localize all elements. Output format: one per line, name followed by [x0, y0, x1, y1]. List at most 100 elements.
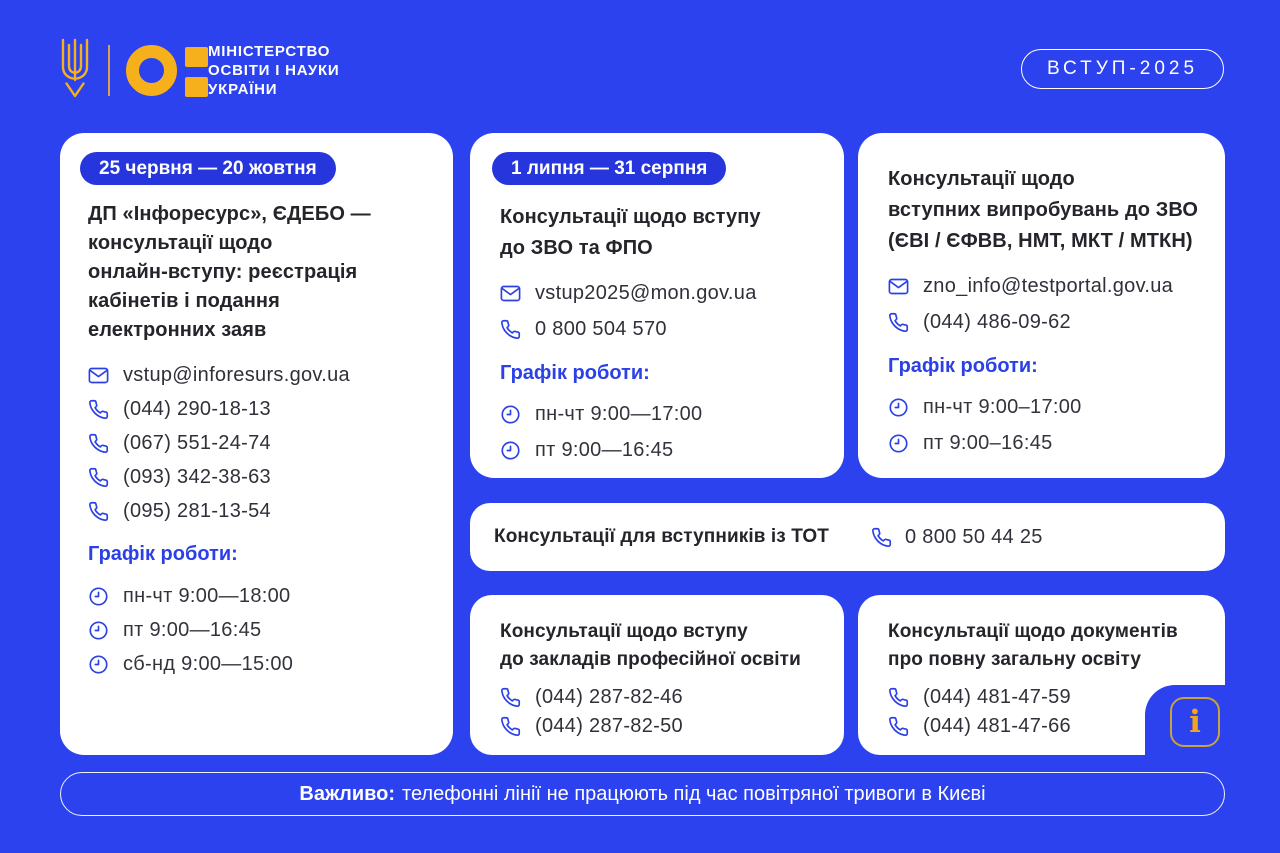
ministry-name: МІНІСТЕРСТВО ОСВІТИ І НАУКИ УКРАЇНИ [208, 42, 340, 99]
phone-row: (044) 481-47-59 [888, 683, 1207, 712]
schedule-label: Графік роботи: [888, 355, 1038, 377]
date-badge: 1 липня — 31 серпня [492, 152, 727, 185]
vstup-2025-badge: ВСТУП-2025 [1021, 49, 1224, 89]
schedule-row: пн-чт 9:00—17:00 [500, 396, 824, 432]
card-title: Консультації щодо документів про повну з… [888, 621, 1178, 670]
phone-row: (095) 281-13-54 [88, 494, 431, 528]
phone-text: (044) 486-09-62 [923, 310, 1071, 333]
card-zno: Консультації щодо вступних випробувань д… [858, 133, 1225, 478]
phone-icon [88, 399, 109, 420]
clock-icon [500, 404, 521, 425]
phone-row: 0 800 50 44 25 [871, 526, 1043, 549]
contact-list: (044) 287-82-46 (044) 287-82-50 [500, 683, 826, 741]
ministry-name-line: ОСВІТИ І НАУКИ [208, 62, 340, 79]
schedule-text: пт 9:00–16:45 [923, 431, 1053, 454]
card-title: Консультації щодо вступних випробувань д… [888, 168, 1199, 252]
schedule-label: Графік роботи: [88, 543, 238, 565]
info-notch: i [1145, 685, 1225, 755]
clock-icon [88, 620, 109, 641]
email-text: vstup@inforesurs.gov.ua [123, 363, 350, 386]
footer-warning-bold: Важливо: [299, 782, 396, 805]
ministry-name-line: МІНІСТЕРСТВО [208, 43, 331, 60]
info-icon[interactable]: i [1170, 697, 1220, 747]
phone-row: (067) 551-24-74 [88, 426, 431, 460]
card-title: Консультації щодо вступу до закладів про… [500, 621, 801, 670]
schedule-text: пт 9:00—16:45 [535, 438, 674, 461]
phone-text: (067) 551-24-74 [123, 431, 271, 454]
phone-icon [88, 467, 109, 488]
phone-text: (044) 287-82-46 [535, 686, 683, 708]
clock-icon [88, 586, 109, 607]
phone-text: (095) 281-13-54 [123, 499, 271, 522]
contact-list: vstup2025@mon.gov.ua 0 800 504 570 [500, 275, 824, 347]
schedule-label: Графік роботи: [500, 362, 650, 384]
schedule-text: пн-чт 9:00—17:00 [535, 402, 703, 425]
schedule-row: пт 9:00–16:45 [888, 425, 1207, 461]
schedule-text: пн-чт 9:00–17:00 [923, 395, 1082, 418]
phone-icon [88, 501, 109, 522]
schedule-text: сб-нд 9:00—15:00 [123, 652, 294, 675]
schedule-list: пн-чт 9:00—17:00 пт 9:00—16:45 [500, 396, 824, 468]
contact-list: (044) 481-47-59 (044) 481-47-66 [888, 683, 1207, 741]
mon-logo-colon-bottom [185, 77, 208, 97]
phone-text: (093) 342-38-63 [123, 465, 271, 488]
contact-list: zno_info@testportal.gov.ua (044) 486-09-… [888, 268, 1207, 340]
clock-icon [888, 397, 909, 418]
mail-icon [888, 276, 909, 297]
ministry-name-line: УКРАЇНИ [208, 81, 278, 98]
phone-icon [888, 716, 909, 737]
phone-icon [500, 687, 521, 708]
phone-icon [500, 716, 521, 737]
schedule-row: пн-чт 9:00–17:00 [888, 389, 1207, 425]
phone-icon [888, 312, 909, 333]
phone-text: (044) 481-47-59 [923, 686, 1071, 708]
mail-icon [500, 283, 521, 304]
phone-row: (044) 481-47-66 [888, 712, 1207, 741]
footer-warning-text: телефонні лінії не працюють під час пові… [402, 782, 986, 805]
clock-icon [88, 654, 109, 675]
card-title: Консультації щодо вступу до ЗВО та ФПО [500, 206, 761, 259]
schedule-row: пт 9:00—16:45 [88, 613, 431, 647]
phone-row: (044) 287-82-50 [500, 712, 826, 741]
contact-list: vstup@inforesurs.gov.ua (044) 290-18-13 … [88, 358, 431, 528]
phone-icon [88, 433, 109, 454]
phone-row: (044) 290-18-13 [88, 392, 431, 426]
card-title: ДП «Інфоресурс», ЄДЕБО — консультації що… [88, 203, 371, 341]
phone-icon [871, 527, 892, 548]
phone-row: (044) 287-82-46 [500, 683, 826, 712]
card-zvo-fpo: 1 липня — 31 серпня Консультації щодо вс… [470, 133, 844, 478]
trident-icon [56, 37, 94, 104]
phone-text: (044) 481-47-66 [923, 715, 1071, 737]
phone-text: 0 800 504 570 [535, 317, 667, 340]
clock-icon [888, 433, 909, 454]
schedule-text: пт 9:00—16:45 [123, 618, 262, 641]
card-inforesurs: 25 червня — 20 жовтня ДП «Інфоресурс», Є… [60, 133, 453, 755]
schedule-row: сб-нд 9:00—15:00 [88, 647, 431, 681]
phone-row: 0 800 504 570 [500, 311, 824, 347]
email-row: vstup@inforesurs.gov.ua [88, 358, 431, 392]
email-text: vstup2025@mon.gov.ua [535, 281, 757, 304]
phone-text: (044) 287-82-50 [535, 715, 683, 737]
phone-text: 0 800 50 44 25 [905, 525, 1043, 548]
schedule-row: пн-чт 9:00—18:00 [88, 579, 431, 613]
schedule-text: пн-чт 9:00—18:00 [123, 584, 291, 607]
mail-icon [88, 365, 109, 386]
footer-warning: Важливо: телефонні лінії не працюють під… [60, 772, 1225, 816]
phone-icon [500, 319, 521, 340]
email-row: zno_info@testportal.gov.ua [888, 268, 1207, 304]
phone-row: (044) 486-09-62 [888, 304, 1207, 340]
phone-row: (093) 342-38-63 [88, 460, 431, 494]
phone-icon [888, 687, 909, 708]
schedule-list: пн-чт 9:00—18:00 пт 9:00—16:45 сб-нд 9:0… [88, 579, 431, 681]
card-tot: Консультації для вступників із ТОТ 0 800… [470, 503, 1225, 571]
phone-text: (044) 290-18-13 [123, 397, 271, 420]
card-school-documents: Консультації щодо документів про повну з… [858, 595, 1225, 755]
mon-logo-colon-top [185, 47, 208, 67]
email-row: vstup2025@mon.gov.ua [500, 275, 824, 311]
clock-icon [500, 440, 521, 461]
schedule-row: пт 9:00—16:45 [500, 432, 824, 468]
card-prof-education: Консультації щодо вступу до закладів про… [470, 595, 844, 755]
tot-title: Консультації для вступників із ТОТ [494, 526, 830, 547]
logo-divider [108, 45, 110, 96]
